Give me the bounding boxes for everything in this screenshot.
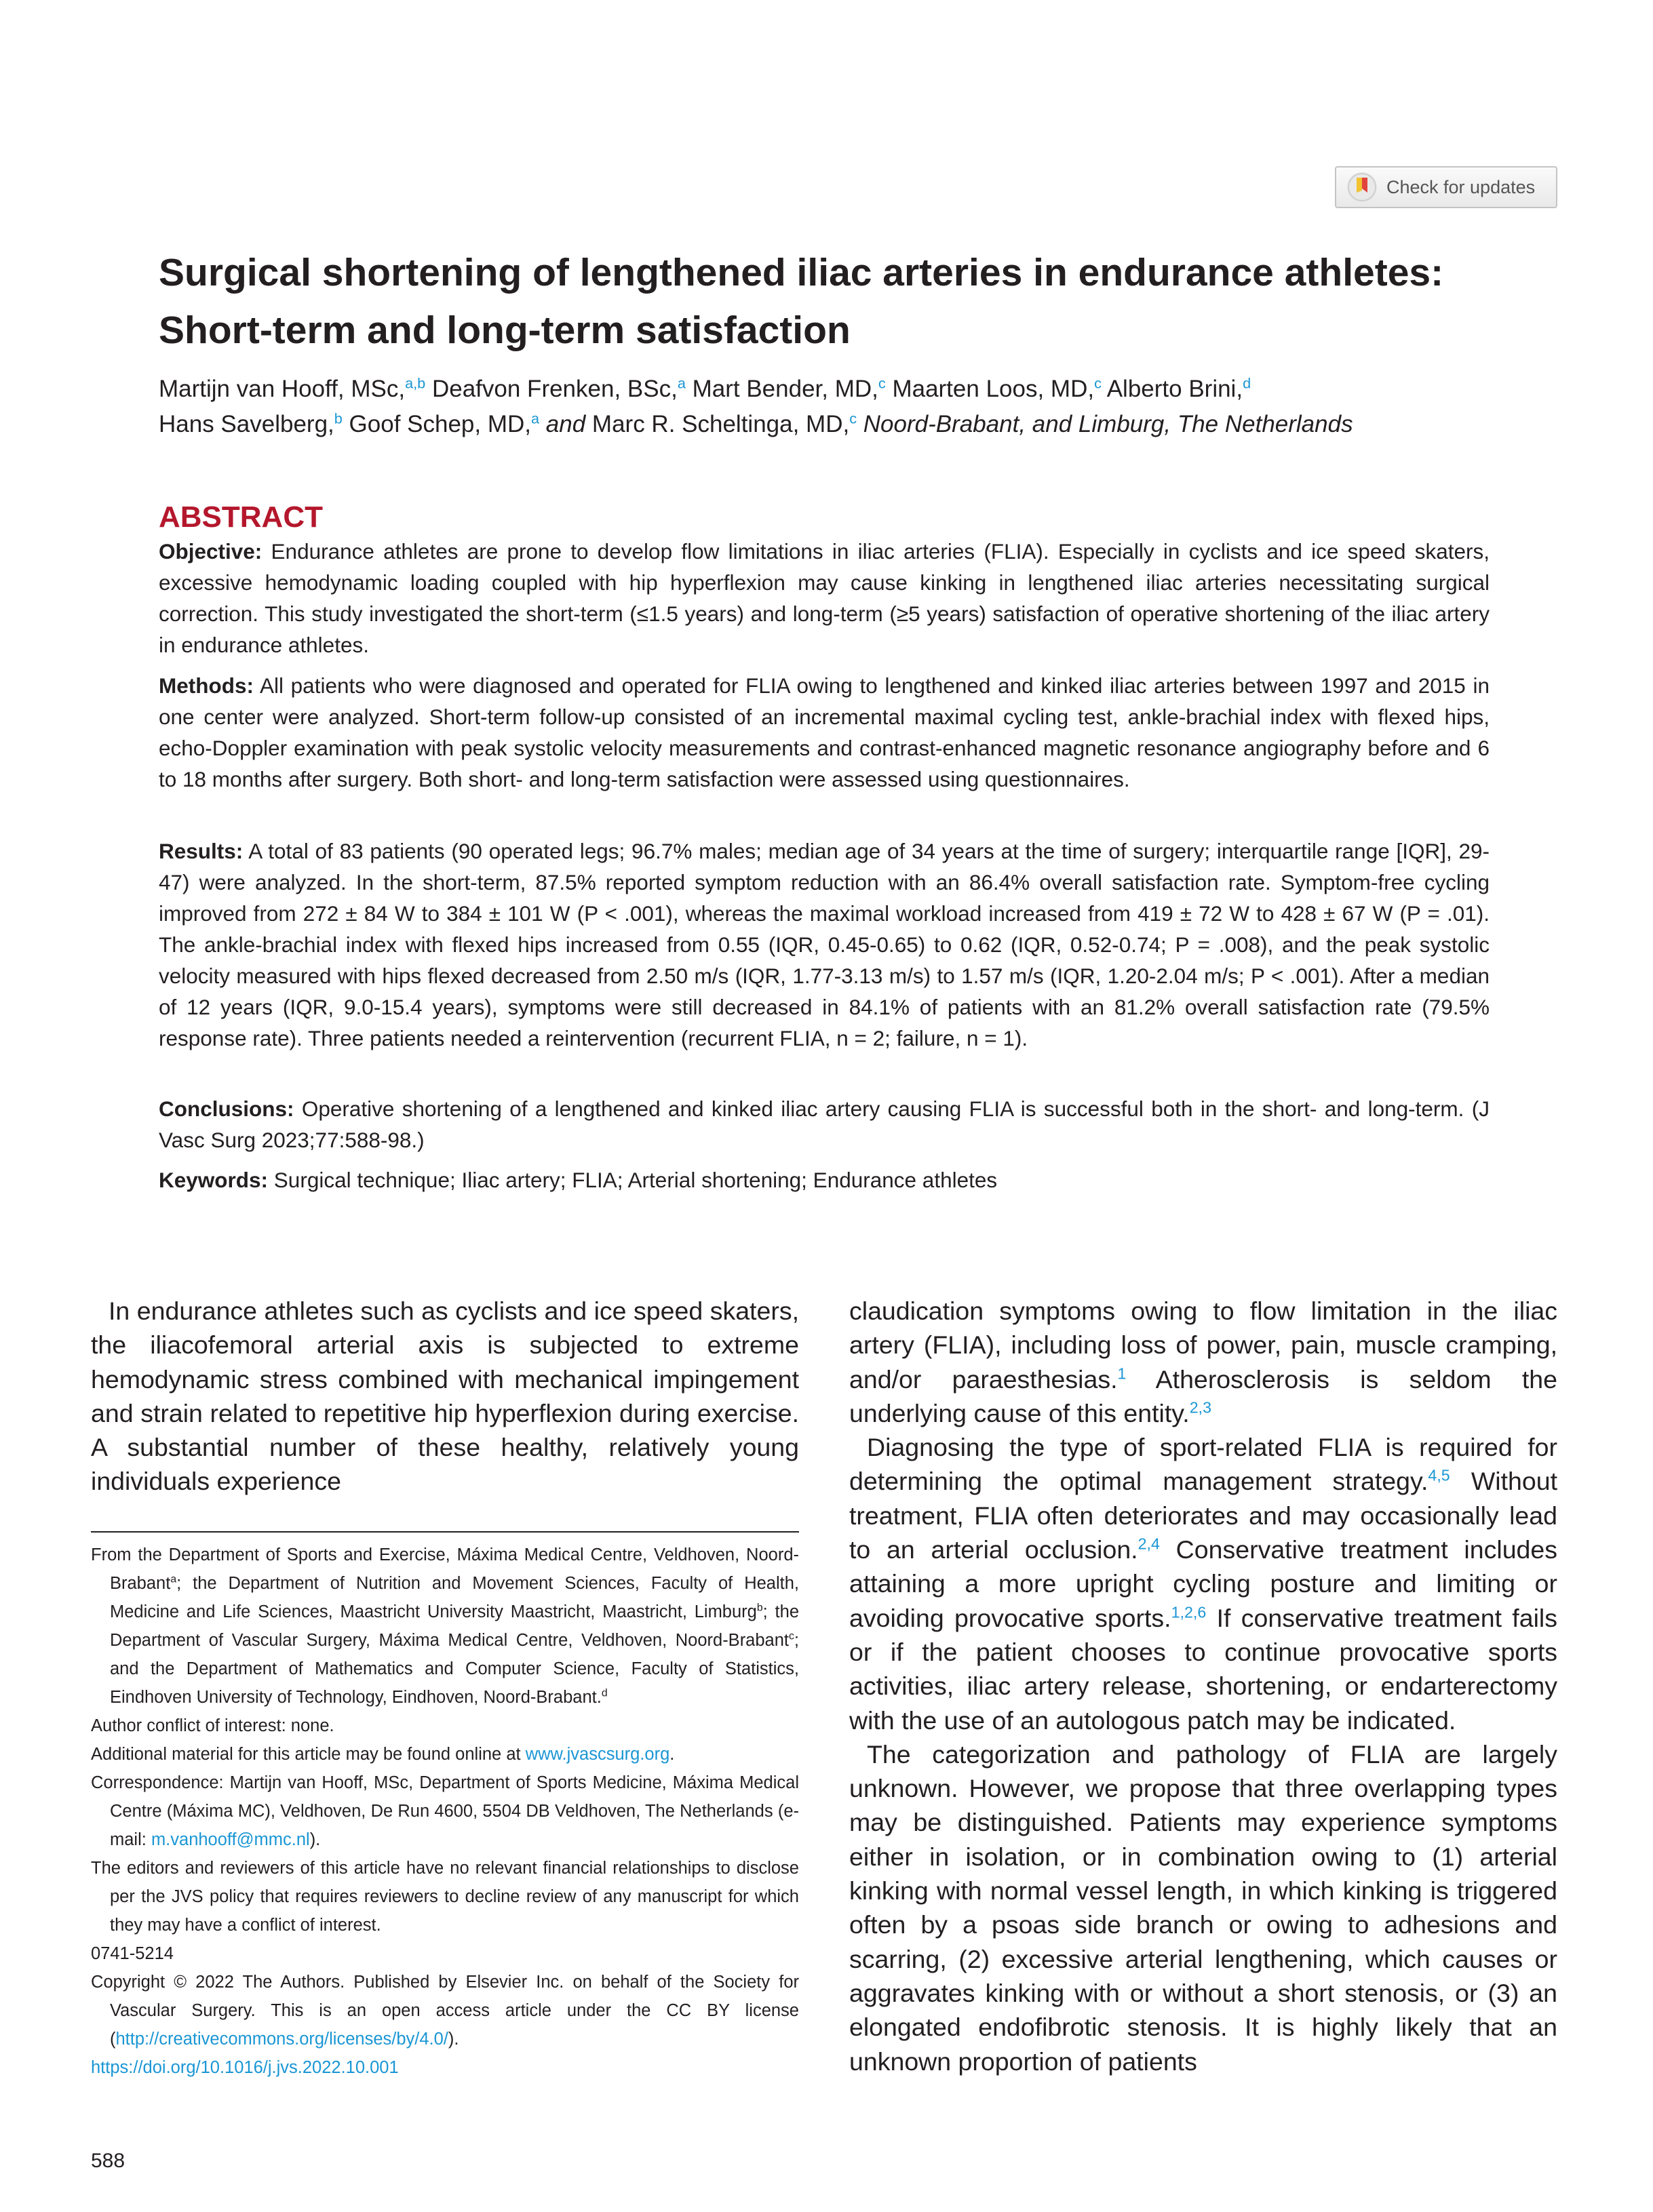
affiliation-mark[interactable]: d — [1243, 374, 1251, 392]
affiliation-mark[interactable]: c — [878, 374, 886, 392]
note-text: . — [669, 1745, 675, 1764]
affiliation-mark[interactable]: c — [849, 410, 857, 427]
author-name: Marc R. Scheltinga, MD, — [585, 411, 850, 437]
abstract-conclusions: Conclusions: Operative shortening of a l… — [159, 1093, 1490, 1156]
affiliation-text: ; and the Department of Mathematics and … — [110, 1631, 799, 1707]
paragraph-text: If conservative treatment fails or if th… — [849, 1603, 1557, 1735]
affiliation-mark[interactable]: a — [677, 374, 686, 392]
affiliation-mark[interactable]: a,b — [405, 374, 426, 392]
editors-note: The editors and reviewers of this articl… — [91, 1859, 799, 1935]
reference-link[interactable]: 1,2,6 — [1171, 1603, 1207, 1621]
footnote-divider — [91, 1531, 799, 1533]
note-text: Additional material for this article may… — [91, 1745, 526, 1764]
author-name: Goof Schep, MD, — [342, 411, 531, 437]
affiliation-mark: c — [789, 1630, 794, 1642]
copyright-note: Copyright © 2022 The Authors. Published … — [91, 1968, 799, 2053]
crossmark-icon — [1347, 172, 1377, 202]
license-link[interactable]: http://creativecommons.org/licenses/by/4… — [115, 2030, 448, 2049]
doi-link[interactable]: https://doi.org/10.1016/j.jvs.2022.10.00… — [91, 2058, 399, 2077]
affiliation-mark[interactable]: a — [531, 410, 540, 427]
conclusions-text: Operative shortening of a lengthened and… — [159, 1097, 1490, 1152]
affiliations-note: From the Department of Sports and Exerci… — [91, 1541, 799, 1712]
author-list: Martijn van Hooff, MSc,a,b Deafvon Frenk… — [159, 372, 1549, 442]
conflict-note: Author conflict of interest: none. — [91, 1716, 334, 1735]
author-name: Alberto Brini, — [1101, 376, 1243, 402]
note-text: ). — [309, 1830, 321, 1849]
journal-website-link[interactable]: www.jvascsurg.org — [525, 1745, 670, 1764]
objective-label: Objective: — [159, 539, 262, 564]
paragraph-text: Without treatment, FLIA often deteriorat… — [849, 1467, 1557, 1564]
footnotes: From the Department of Sports and Exerci… — [91, 1541, 799, 2082]
methods-text: All patients who were diagnosed and oper… — [159, 673, 1490, 791]
check-for-updates-button[interactable]: Check for updates — [1335, 166, 1557, 208]
issn: 0741-5214 — [91, 1944, 174, 1963]
left-column: In endurance athletes such as cyclists a… — [91, 1294, 799, 1499]
paragraph-text: Conservative treatment includes attainin… — [849, 1535, 1558, 1632]
affiliation-mark: b — [756, 1602, 763, 1614]
abstract-methods: Methods: All patients who were diagnosed… — [159, 670, 1490, 795]
author-name: Hans Savelberg, — [159, 411, 334, 437]
author-name: Deafvon Frenken, BSc, — [425, 376, 678, 402]
reference-link[interactable]: 2,3 — [1189, 1398, 1212, 1417]
correspondence-note: Correspondence: Martijn van Hooff, MSc, … — [91, 1769, 799, 1854]
and-word: and — [545, 411, 586, 437]
affiliation-mark: d — [601, 1687, 608, 1699]
abstract-heading: ABSTRACT — [159, 500, 323, 534]
note-text: Copyright © 2022 The Authors. Published … — [91, 1973, 799, 2049]
affiliation-mark: a — [170, 1573, 177, 1585]
intro-paragraph-1: In endurance athletes such as cyclists a… — [91, 1297, 799, 1496]
reference-link[interactable]: 2,4 — [1137, 1535, 1160, 1553]
author-location: Noord-Brabant, and Limburg, The Netherla… — [863, 411, 1353, 437]
keywords-label: Keywords: — [159, 1168, 269, 1192]
reference-link[interactable]: 4,5 — [1428, 1466, 1450, 1484]
abstract-results: Results: A total of 83 patients (90 oper… — [159, 835, 1490, 1054]
author-line-2: Hans Savelberg,b Goof Schep, MD,a and Ma… — [159, 407, 1549, 442]
affiliation-text: From the Department of Sports and Exerci… — [91, 1545, 799, 1593]
affiliation-mark[interactable]: c — [1094, 374, 1102, 392]
abstract-objective: Objective: Endurance athletes are prone … — [159, 536, 1490, 660]
affiliation-mark[interactable]: b — [334, 410, 343, 427]
page-number: 588 — [91, 2150, 125, 2172]
affiliation-text: ; the Department of Vascular Surgery, Má… — [110, 1602, 800, 1650]
methods-label: Methods: — [159, 673, 254, 698]
author-name: Mart Bender, MD, — [685, 376, 878, 402]
results-text: A total of 83 patients (90 operated legs… — [159, 839, 1490, 1050]
note-text: Correspondence: Martijn van Hooff, MSc, … — [91, 1773, 799, 1849]
objective-text: Endurance athletes are prone to develop … — [159, 539, 1490, 657]
additional-material-note: Additional material for this article may… — [91, 1740, 799, 1769]
keywords-text: Surgical technique; Iliac artery; FLIA; … — [268, 1168, 998, 1192]
author-name: Martijn van Hooff, MSc, — [159, 376, 406, 402]
intro-paragraph-continued: claudication symptoms owing to flow limi… — [849, 1294, 1557, 1430]
conclusions-label: Conclusions: — [159, 1097, 294, 1121]
paragraph-text: Diagnosing the type of sport-related FLI… — [849, 1433, 1557, 1496]
author-name: Maarten Loos, MD, — [885, 376, 1095, 402]
note-text: ). — [448, 2030, 459, 2049]
right-column: claudication symptoms owing to flow limi… — [849, 1294, 1557, 2078]
article-title: Surgical shortening of lengthened iliac … — [159, 251, 1444, 352]
email-link[interactable]: m.vanhooff@mmc.nl — [151, 1830, 310, 1849]
affiliation-text: ; the Department of Nutrition and Moveme… — [110, 1574, 799, 1621]
paragraph-text: Atherosclerosis is seldom the underlying… — [849, 1364, 1557, 1427]
reference-link[interactable]: 1 — [1117, 1364, 1127, 1383]
abstract-keywords: Keywords: Surgical technique; Iliac arte… — [159, 1164, 1490, 1196]
author-line-1: Martijn van Hooff, MSc,a,b Deafvon Frenk… — [159, 372, 1549, 407]
paragraph-text: claudication symptoms owing to flow limi… — [849, 1297, 1557, 1394]
results-label: Results: — [159, 839, 244, 863]
intro-paragraph-2: Diagnosing the type of sport-related FLI… — [849, 1430, 1557, 1737]
intro-paragraph-3: The categorization and pathology of FLIA… — [849, 1739, 1557, 2076]
check-for-updates-label: Check for updates — [1386, 176, 1536, 197]
